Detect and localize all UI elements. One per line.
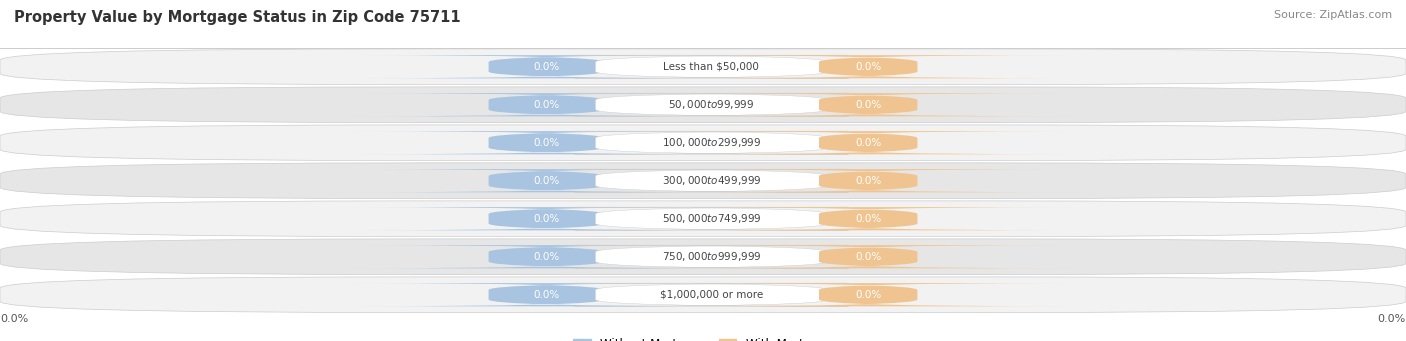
Text: 0.0%: 0.0%	[533, 252, 560, 262]
FancyBboxPatch shape	[575, 131, 849, 154]
Text: 0.0%: 0.0%	[855, 100, 882, 110]
FancyBboxPatch shape	[575, 245, 849, 268]
FancyBboxPatch shape	[0, 239, 1406, 275]
FancyBboxPatch shape	[0, 201, 1406, 237]
FancyBboxPatch shape	[664, 207, 1073, 230]
FancyBboxPatch shape	[664, 245, 1073, 268]
FancyBboxPatch shape	[0, 277, 1406, 313]
Text: 0.0%: 0.0%	[855, 214, 882, 224]
FancyBboxPatch shape	[352, 245, 742, 268]
FancyBboxPatch shape	[575, 93, 849, 116]
FancyBboxPatch shape	[575, 55, 849, 78]
FancyBboxPatch shape	[664, 283, 1073, 306]
Text: 0.0%: 0.0%	[855, 290, 882, 300]
FancyBboxPatch shape	[575, 207, 849, 230]
Text: $500,000 to $749,999: $500,000 to $749,999	[662, 212, 761, 225]
Legend: Without Mortgage, With Mortgage: Without Mortgage, With Mortgage	[568, 333, 838, 341]
FancyBboxPatch shape	[664, 55, 1073, 78]
FancyBboxPatch shape	[352, 131, 742, 154]
Text: 0.0%: 0.0%	[0, 314, 28, 324]
FancyBboxPatch shape	[664, 93, 1073, 116]
FancyBboxPatch shape	[0, 49, 1406, 85]
Text: 0.0%: 0.0%	[533, 214, 560, 224]
FancyBboxPatch shape	[575, 169, 849, 192]
FancyBboxPatch shape	[352, 283, 742, 306]
Text: Property Value by Mortgage Status in Zip Code 75711: Property Value by Mortgage Status in Zip…	[14, 10, 461, 25]
FancyBboxPatch shape	[0, 87, 1406, 123]
FancyBboxPatch shape	[352, 169, 742, 192]
Text: 0.0%: 0.0%	[1378, 314, 1406, 324]
FancyBboxPatch shape	[664, 169, 1073, 192]
Text: $100,000 to $299,999: $100,000 to $299,999	[662, 136, 761, 149]
FancyBboxPatch shape	[352, 207, 742, 230]
Text: 0.0%: 0.0%	[855, 62, 882, 72]
Text: $750,000 to $999,999: $750,000 to $999,999	[662, 250, 761, 263]
FancyBboxPatch shape	[664, 131, 1073, 154]
Text: 0.0%: 0.0%	[533, 176, 560, 186]
Text: 0.0%: 0.0%	[855, 138, 882, 148]
Text: 0.0%: 0.0%	[533, 62, 560, 72]
Text: Source: ZipAtlas.com: Source: ZipAtlas.com	[1274, 10, 1392, 20]
Text: 0.0%: 0.0%	[533, 290, 560, 300]
Text: 0.0%: 0.0%	[855, 252, 882, 262]
Text: 0.0%: 0.0%	[533, 100, 560, 110]
Text: $300,000 to $499,999: $300,000 to $499,999	[662, 174, 761, 187]
FancyBboxPatch shape	[0, 125, 1406, 161]
Text: 0.0%: 0.0%	[855, 176, 882, 186]
Text: $50,000 to $99,999: $50,000 to $99,999	[668, 98, 755, 111]
Text: $1,000,000 or more: $1,000,000 or more	[659, 290, 763, 300]
Text: Less than $50,000: Less than $50,000	[664, 62, 759, 72]
FancyBboxPatch shape	[352, 93, 742, 116]
FancyBboxPatch shape	[0, 163, 1406, 198]
Text: 0.0%: 0.0%	[533, 138, 560, 148]
FancyBboxPatch shape	[575, 283, 849, 306]
FancyBboxPatch shape	[352, 55, 742, 78]
